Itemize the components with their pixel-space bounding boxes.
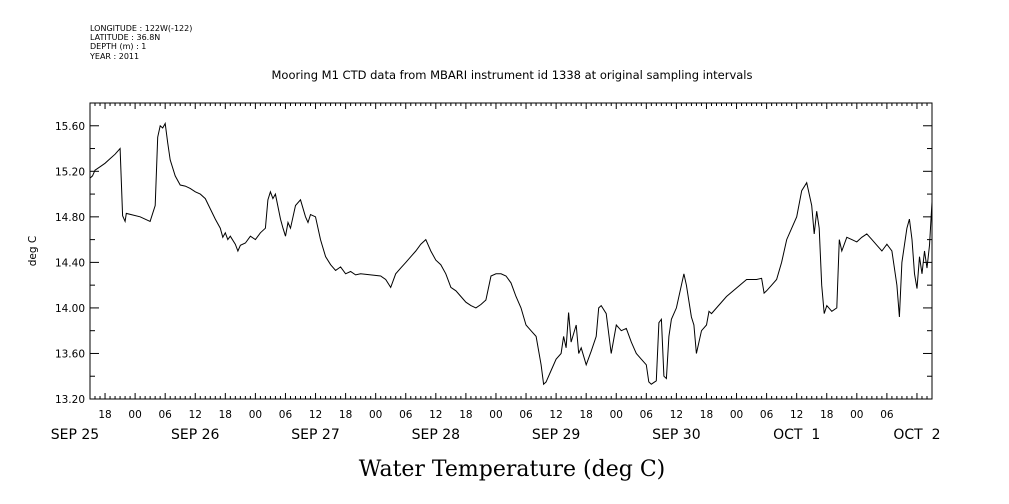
x-hour-label: 06 [760,409,774,421]
x-day-label: SEP 28 [412,427,460,443]
plot-frame [89,102,933,400]
x-day-label: SEP 27 [291,427,339,443]
x-hour-label: 06 [519,409,533,421]
x-hour-label: 18 [459,409,472,421]
x-hour-label: 18 [339,409,352,421]
y-tick-label: 14.00 [55,303,85,315]
x-hour-label: 18 [700,409,713,421]
x-axis-caption: Water Temperature (deg C) [359,457,666,482]
metadata-line-longitude: LONGITUDE : 122W(-122) [90,24,192,33]
x-hour-label: 00 [610,409,623,421]
x-hour-labels: 18 00 06 12 18 00 06 12 18 00 06 12 18 00 06 12 18 00 06 12… [98,409,894,421]
metadata-line-latitude: LATITUDE : 36.8N [90,33,160,42]
x-day-labels: SEP 25 SEP 26 SEP 27 SEP 28 SEP 29 SEP 30 OCT … [51,427,941,443]
x-hour-label: 00 [369,409,382,421]
x-hour-label: 06 [640,409,654,421]
x-hour-label: 18 [98,409,111,421]
x-day-label: OCT 2 [893,427,940,443]
x-hour-label: 06 [399,409,413,421]
x-hour-label: 12 [429,409,442,421]
x-hour-label: 00 [489,409,502,421]
x-hour-label: 06 [880,409,894,421]
y-tick-label: 15.60 [55,121,85,133]
temperature-series-line [89,121,933,386]
chart-title: Mooring M1 CTD data from MBARI instrumen… [272,68,753,82]
x-hour-label: 00 [730,409,743,421]
x-hour-label: 06 [158,409,172,421]
x-hour-label: 12 [309,409,322,421]
y-tick-label: 13.60 [55,348,85,360]
x-hour-label: 06 [279,409,293,421]
x-hour-label: 18 [579,409,592,421]
metadata-line-depth: DEPTH (m) : 1 [90,42,146,51]
y-tick-label: 14.80 [55,212,85,224]
y-tick-labels: 13.20 13.60 14.00 14.40 14.80 15.20 15.60 [55,121,85,406]
x-hour-label: 00 [850,409,863,421]
y-axis-label: deg C [27,236,39,266]
axis-ticks [89,102,933,400]
y-tick-label: 14.40 [55,257,85,269]
metadata-block: LONGITUDE : 122W(-122) LATITUDE : 36.8N … [89,24,192,61]
x-hour-label: 00 [249,409,262,421]
x-hour-label: 12 [790,409,803,421]
x-hour-label: 12 [189,409,202,421]
x-day-label: SEP 26 [171,427,220,443]
x-hour-label: 18 [820,409,833,421]
metadata-line-year: YEAR : 2011 [89,52,139,61]
x-hour-label: 12 [549,409,562,421]
x-hour-label: 00 [128,409,141,421]
x-day-label: SEP 29 [532,427,580,443]
x-day-label: SEP 25 [51,427,99,443]
x-hour-label: 12 [670,409,683,421]
y-tick-label: 15.20 [55,166,85,178]
x-hour-label: 18 [219,409,232,421]
y-tick-label: 13.20 [55,394,85,406]
x-day-label: OCT 1 [773,427,820,443]
x-day-label: SEP 30 [652,427,700,443]
